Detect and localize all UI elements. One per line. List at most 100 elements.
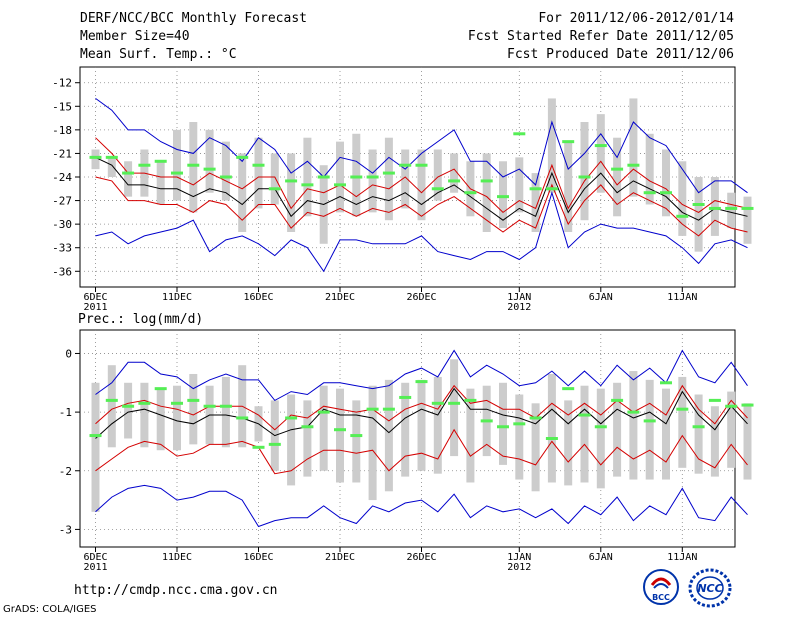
temp-marker <box>513 132 526 136</box>
temp-marker <box>627 163 640 167</box>
prec-marker <box>334 428 346 432</box>
temp-marker <box>660 191 672 195</box>
temp-marker <box>203 167 216 171</box>
prec-marker <box>480 419 493 423</box>
temp-marker <box>676 214 689 218</box>
prec-marker <box>611 398 624 402</box>
temp-marker <box>431 187 444 191</box>
temp-spread-bar <box>417 149 426 221</box>
prec-spread-bar <box>140 382 149 448</box>
prec-xtick-year-label: 2011 <box>83 562 107 573</box>
prec-spread-bar <box>124 382 133 439</box>
prec-marker <box>252 445 265 449</box>
prec-spread-bar <box>384 379 393 492</box>
temp-ytick-label: -15 <box>52 100 72 113</box>
bcc-logo-text: BCC <box>652 593 670 602</box>
temp-spread-bar <box>205 129 214 193</box>
prec-xtick-label: 16DEC <box>243 552 273 563</box>
prec-line-lower <box>95 428 748 475</box>
temp-xtick-label: 11JAN <box>667 292 697 303</box>
prec-marker <box>431 401 444 405</box>
temp-spread-bar <box>107 157 116 177</box>
temp-spread-bar <box>564 141 573 232</box>
temp-marker <box>366 175 379 179</box>
prec-marker <box>578 413 591 417</box>
temp-marker <box>399 163 412 167</box>
prec-marker <box>545 437 558 440</box>
prec-spread-bar <box>613 382 622 477</box>
prec-marker <box>725 404 738 408</box>
prec-spread-bar <box>629 371 638 480</box>
temp-ytick-label: -36 <box>52 265 72 278</box>
prec-marker <box>171 401 183 405</box>
temp-marker <box>236 155 249 159</box>
prec-spread-bar <box>450 359 459 457</box>
prec-xtick-year-label: 2012 <box>507 562 531 573</box>
prec-spread-bar <box>401 382 410 477</box>
temp-xtick-label: 21DEC <box>325 292 355 303</box>
prec-xtick-label: 1JAN <box>507 552 531 563</box>
temp-spread-bar <box>743 196 752 244</box>
prec-xtick-label: 6DEC <box>83 552 107 563</box>
prec-spread-bar <box>319 385 328 471</box>
temp-spread-bar <box>336 141 344 213</box>
prec-marker <box>236 416 249 420</box>
temp-marker <box>187 163 200 167</box>
prec-marker <box>692 425 705 429</box>
prec-xtick-label: 11JAN <box>667 552 697 563</box>
temp-spread-bar <box>613 137 622 217</box>
prec-spread-bar <box>433 376 442 474</box>
temp-marker <box>562 140 575 144</box>
prec-spread-bar <box>531 403 540 492</box>
prec-marker <box>399 395 412 399</box>
temp-marker <box>480 179 493 183</box>
temp-marker <box>138 163 151 167</box>
forecast-period: For 2011/12/06-2012/01/14 <box>538 11 734 26</box>
temp-spread-bar <box>287 153 296 232</box>
temp-marker <box>154 159 167 163</box>
prec-ytick-label: -3 <box>59 523 72 536</box>
temp-spread-bar <box>499 161 507 229</box>
prec-marker <box>627 410 640 414</box>
prec-marker <box>105 398 118 402</box>
prec-spread-bar <box>221 376 230 448</box>
prec-marker <box>448 401 461 405</box>
prec-spread-bar <box>189 373 198 445</box>
temp-ytick-label: -18 <box>52 124 72 137</box>
temp-ytick-label: -24 <box>52 171 72 184</box>
prec-line-max <box>95 349 748 402</box>
temp-spread-bar <box>433 149 442 201</box>
temp-marker <box>464 191 477 195</box>
temp-marker <box>741 206 754 210</box>
prec-ytick-label: -1 <box>59 406 72 419</box>
prec-marker <box>741 403 754 407</box>
temp-xtick-year-label: 2012 <box>507 302 531 313</box>
temp-spread-bar <box>727 192 736 229</box>
temp-spread-bar <box>124 161 133 197</box>
prec-marker <box>366 407 379 411</box>
temp-spread-bar <box>270 153 279 205</box>
prec-spread-bar <box>91 382 100 512</box>
temp-marker <box>497 195 509 199</box>
temp-ytick-label: -12 <box>52 77 72 90</box>
prec-marker <box>660 381 672 385</box>
temp-marker <box>382 171 395 175</box>
temp-line-min <box>95 190 748 273</box>
prec-spread-bar <box>727 391 736 468</box>
temp-spread-bar <box>482 153 491 232</box>
prec-marker <box>513 422 526 426</box>
temp-spread-bar <box>238 153 247 232</box>
prec-marker <box>708 398 721 402</box>
prec-marker <box>301 425 314 429</box>
prec-panel-title: Prec.: log(mm/d) <box>78 312 203 327</box>
prec-spread-bar <box>515 394 524 480</box>
temp-marker <box>268 187 281 191</box>
temp-spread-bar <box>450 153 459 193</box>
fcst-produced-date: Fcst Produced Date 2011/12/06 <box>507 47 734 62</box>
variable-label: Mean Surf. Temp.: °C <box>80 47 237 62</box>
prec-spread-bar <box>564 400 573 486</box>
prec-marker <box>643 419 656 423</box>
temp-spread-bar <box>662 149 670 217</box>
prec-marker <box>350 434 363 438</box>
temp-xtick-label: 1JAN <box>507 292 531 303</box>
